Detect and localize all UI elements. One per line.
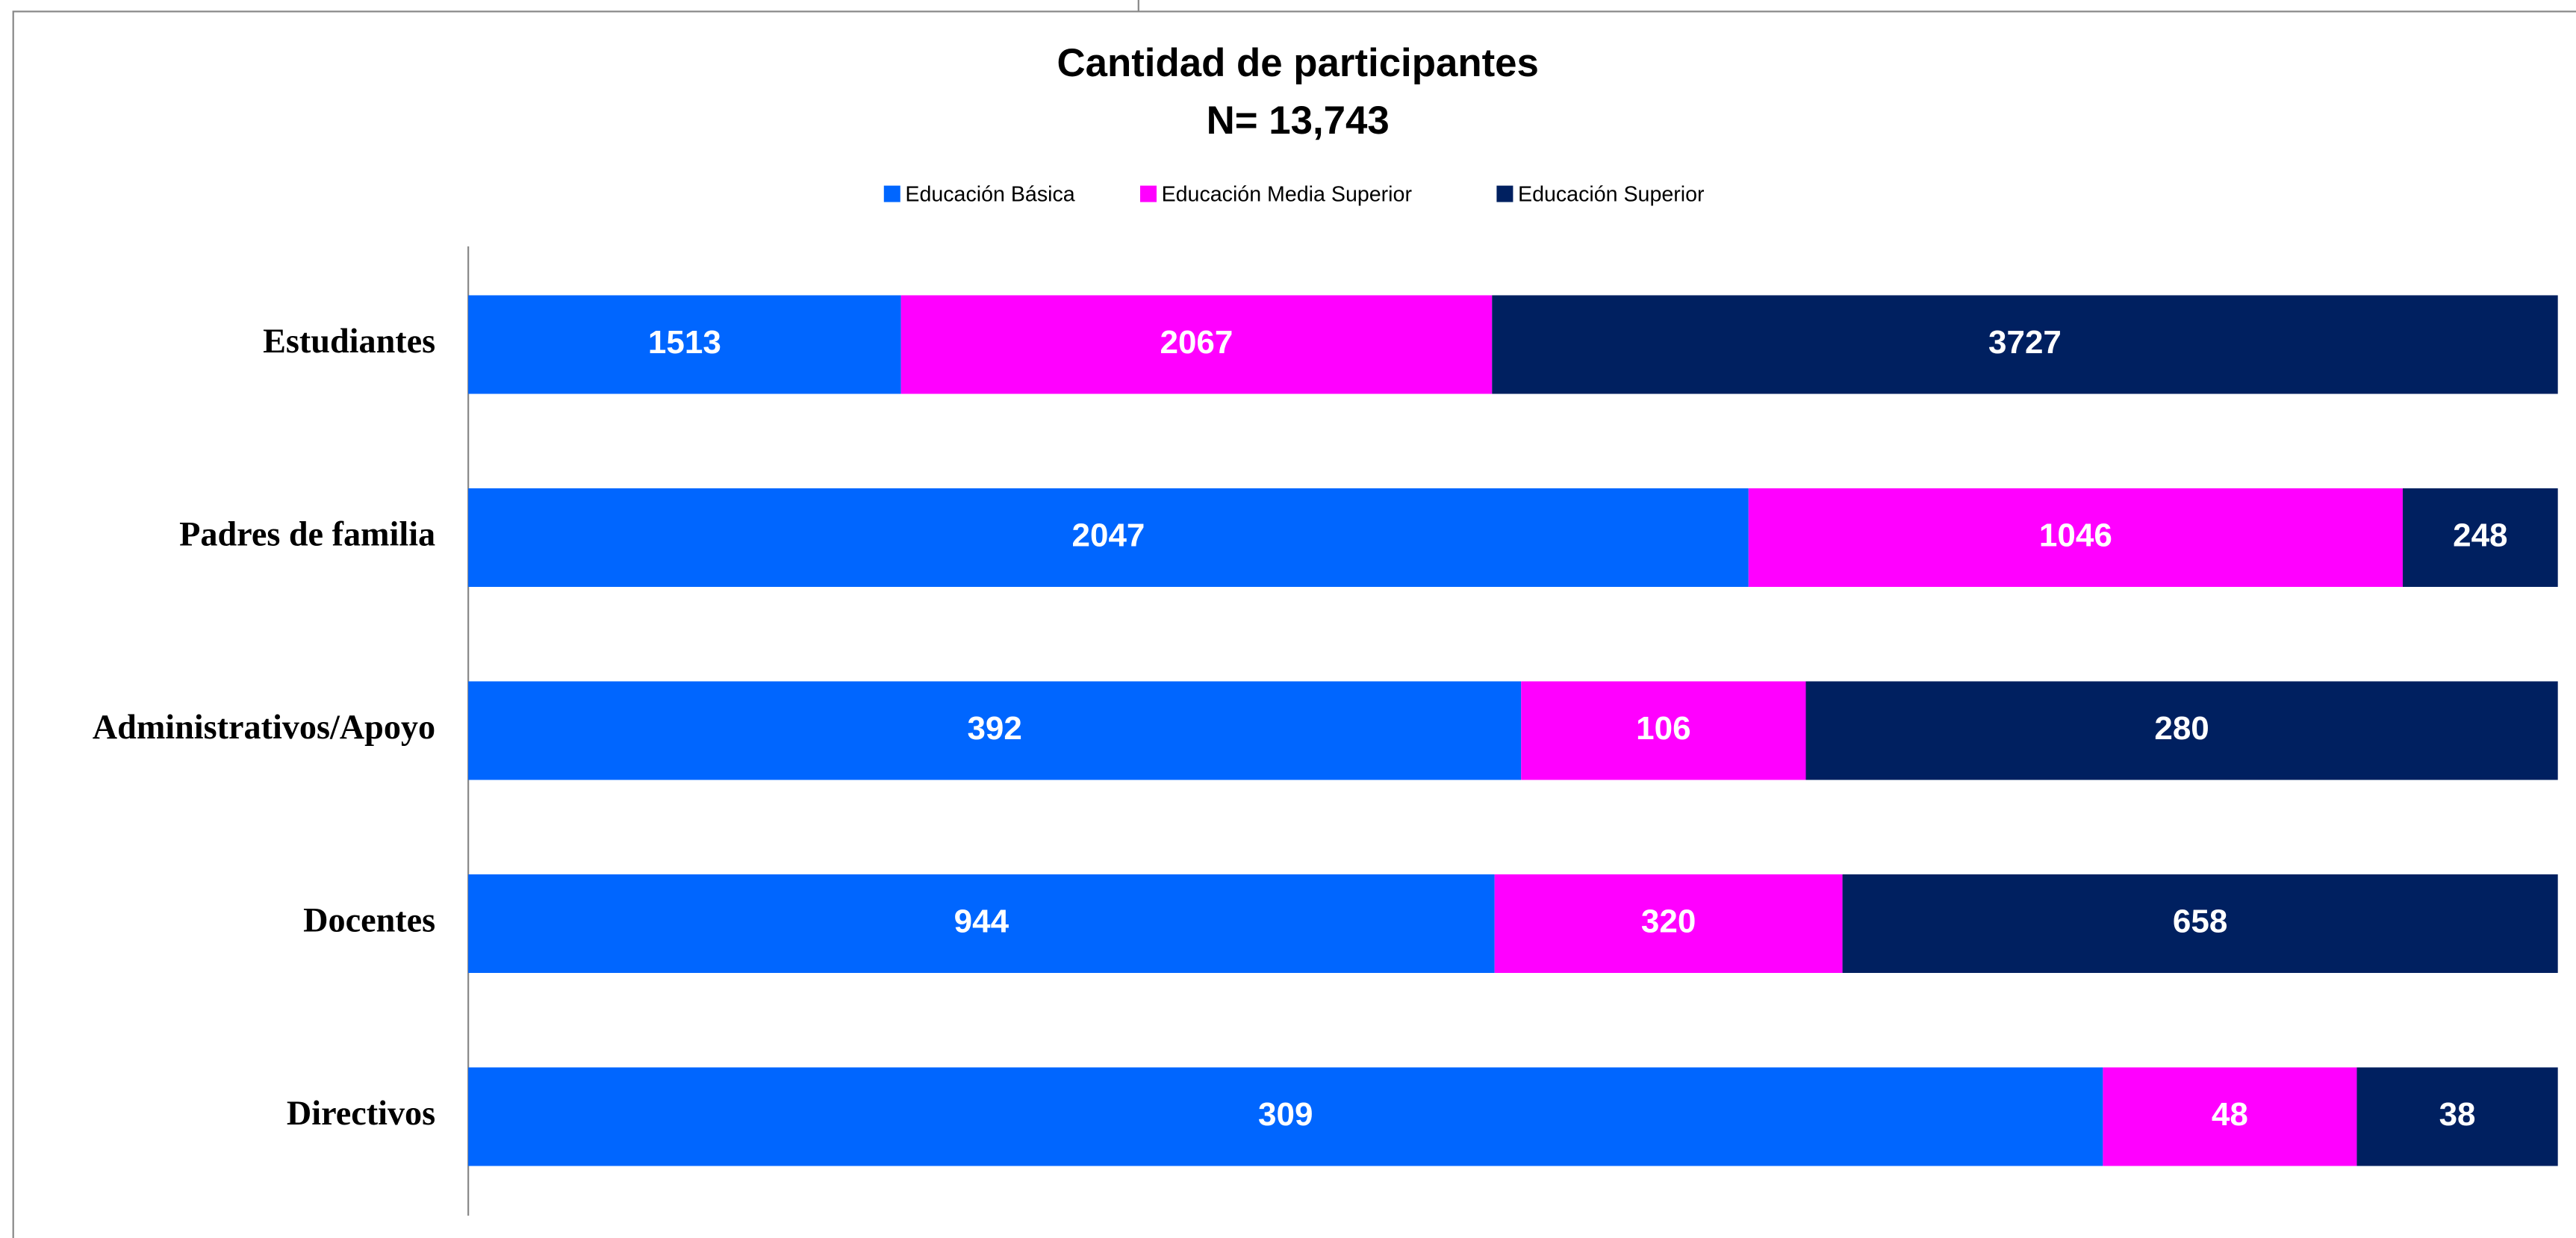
legend-label: Educación Superior (1518, 182, 1705, 206)
value-label: 38 (2439, 1096, 2476, 1133)
value-label: 3727 (1988, 324, 2062, 361)
bar-segment (468, 681, 1522, 780)
bar-segment (468, 874, 1495, 974)
legend-label: Educación Básica (905, 182, 1074, 206)
value-label: 248 (2453, 517, 2507, 554)
value-label: 1513 (648, 324, 721, 361)
legend-label: Educación Media Superior (1162, 182, 1413, 206)
value-label: 2047 (1072, 517, 1145, 554)
chart-subtitle: N= 13,743 (1207, 99, 1390, 143)
bar-segment (1842, 874, 2558, 974)
bar-segment (468, 1067, 2103, 1166)
bar-segment (1805, 681, 2558, 780)
category-label: Directivos (287, 1094, 435, 1132)
chart-title: Cantidad de participantes (1057, 41, 1538, 85)
value-label: 944 (954, 903, 1009, 940)
bar-segment (2402, 488, 2558, 587)
category-label: Estudiantes (263, 322, 435, 360)
bar-segment (468, 488, 1749, 587)
bar-segment (900, 295, 1493, 394)
value-label: 106 (1636, 710, 1690, 747)
value-label: 320 (1641, 903, 1696, 940)
legend-swatch (1496, 185, 1513, 202)
bar-segment (1521, 681, 1806, 780)
legend-swatch (883, 185, 900, 202)
bar-segment (1748, 488, 2403, 587)
bar-segment (1492, 295, 2558, 394)
bar-segment (468, 295, 901, 394)
bar-segment (1494, 874, 1843, 974)
value-label: 280 (2154, 710, 2209, 747)
category-label: Administrativos/Apoyo (93, 708, 435, 746)
category-label: Padres de familia (179, 515, 435, 553)
value-label: 392 (967, 710, 1021, 747)
legend-swatch (1139, 185, 1157, 202)
bar-segment (2356, 1067, 2558, 1166)
value-label: 309 (1258, 1096, 1313, 1133)
bar-segment (2103, 1067, 2357, 1166)
value-label: 1046 (2039, 517, 2112, 554)
value-label: 2067 (1160, 324, 1233, 361)
value-label: 48 (2212, 1096, 2248, 1133)
category-label: Docentes (303, 901, 435, 939)
value-label: 658 (2173, 903, 2227, 940)
chart-frame (12, 10, 2576, 1238)
